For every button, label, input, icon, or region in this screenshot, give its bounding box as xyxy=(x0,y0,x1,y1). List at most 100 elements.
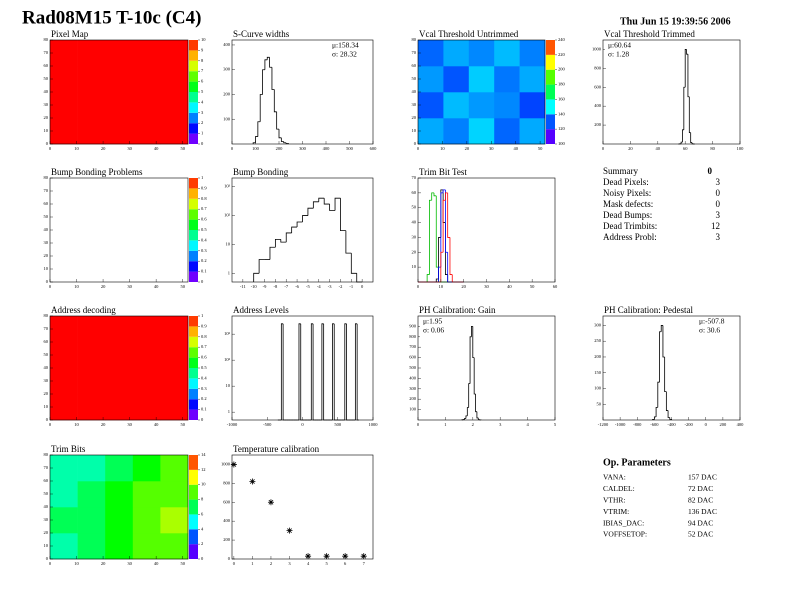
heat-cell xyxy=(160,66,189,93)
histogram-bin xyxy=(269,246,276,260)
x-tick-label: 2 xyxy=(270,561,272,566)
y-tick-label: 10² xyxy=(224,213,231,218)
heat-cell xyxy=(132,533,161,560)
op-value: 82 DAC xyxy=(688,496,713,505)
x-tick-label: 1 xyxy=(444,422,446,427)
heat-cell xyxy=(77,481,106,508)
histogram-bin xyxy=(684,49,687,88)
palette-label: 0.8 xyxy=(201,334,207,339)
y-tick-label: 400 xyxy=(594,103,602,108)
x-tick-label: 10 xyxy=(74,561,79,566)
histogram-bin xyxy=(475,394,477,413)
heat-cell xyxy=(77,455,106,482)
x-tick-label: 50 xyxy=(180,146,185,151)
histogram-bin xyxy=(255,136,258,143)
x-tick-label: -500 xyxy=(263,422,272,427)
y-tick-label: 60 xyxy=(44,339,49,344)
palette-box xyxy=(189,357,198,368)
x-tick-label: 40 xyxy=(507,284,512,289)
panel-title: Bump Bonding Problems xyxy=(51,167,143,177)
x-tick-label: 7 xyxy=(363,561,366,566)
palette-label: 3 xyxy=(201,110,204,115)
x-tick-label: 500 xyxy=(334,422,342,427)
palette-box xyxy=(189,198,198,210)
panel-title: PH Calibration: Pedestal xyxy=(604,305,693,315)
histogram-bin xyxy=(329,204,336,211)
histogram-bin xyxy=(476,411,479,419)
heat-cell xyxy=(50,342,78,369)
heat-cell xyxy=(105,92,134,119)
page-title: Rad08M15 T-10c (C4) xyxy=(22,7,201,28)
palette-label: 10 xyxy=(201,482,206,487)
palette-box xyxy=(189,469,198,485)
y-tick-label: 200 xyxy=(409,396,417,401)
summary-row-label: Mask defects: xyxy=(603,199,653,209)
heat-cell xyxy=(418,92,444,119)
histogram-bin xyxy=(449,237,453,275)
x-tick-label: 10 xyxy=(440,146,445,151)
y-tick-label: 500 xyxy=(409,365,417,370)
op-value: 157 DAC xyxy=(688,473,717,482)
palette-label: 0.5 xyxy=(201,365,207,370)
y-tick-label: 800 xyxy=(223,480,231,485)
histogram-bin xyxy=(273,89,277,113)
palette-label: 4 xyxy=(201,526,204,531)
palette-label: 0 xyxy=(201,417,204,422)
stats-text: μ:-507.8 xyxy=(699,317,725,326)
summary-row-label: Noisy Pixels: xyxy=(603,188,651,198)
palette-label: 0.8 xyxy=(201,196,207,201)
y-tick-label: 300 xyxy=(594,322,602,327)
y-tick-label: 300 xyxy=(409,386,417,391)
heat-cell xyxy=(105,316,134,343)
y-tick-label: 600 xyxy=(223,499,231,504)
star-marker xyxy=(286,527,293,534)
palette-box xyxy=(189,514,198,530)
palette-label: 6 xyxy=(201,511,204,516)
histogram-bin xyxy=(471,326,473,337)
palette-box xyxy=(189,50,198,61)
y-tick-label: 30 xyxy=(44,517,49,522)
stats-text: σ: 0.06 xyxy=(423,326,444,335)
palette-label: 8 xyxy=(201,58,204,63)
x-tick-label: 0 xyxy=(49,561,52,566)
date: Thu Jun 15 19:39:56 2006 xyxy=(620,16,731,27)
y-tick-label: 20 xyxy=(44,253,49,258)
y-tick-label: 200 xyxy=(594,354,602,359)
x-tick-label: 0 xyxy=(301,422,304,427)
y-tick-label: 80 xyxy=(44,175,49,180)
histogram-bin xyxy=(266,56,270,60)
heat-cell xyxy=(160,533,189,560)
y-tick-label: 10 xyxy=(412,128,417,133)
y-tick-label: 60 xyxy=(412,190,417,195)
y-tick-label: 30 xyxy=(44,102,49,107)
panel-title: Vcal Threshold Untrimmed xyxy=(419,29,519,39)
x-tick-label: 1000 xyxy=(369,422,379,427)
palette-label: 10 xyxy=(201,37,206,42)
x-tick-label: 0 xyxy=(417,146,420,151)
heat-cell xyxy=(50,455,78,482)
heat-cell xyxy=(105,342,134,369)
y-tick-label: 60 xyxy=(44,63,49,68)
y-tick-label: 400 xyxy=(223,42,231,47)
heat-cell xyxy=(132,316,161,343)
palette-label: 0 xyxy=(201,141,204,146)
heat-cell xyxy=(443,118,470,145)
histogram-bin xyxy=(686,49,688,55)
x-tick-label: 20 xyxy=(101,422,106,427)
plot-frame xyxy=(602,39,741,145)
histogram-bin xyxy=(252,142,256,144)
panel-title: Trim Bits xyxy=(51,444,86,454)
y-tick-label: 50 xyxy=(44,76,49,81)
y-tick-label: 800 xyxy=(594,65,602,70)
x-tick-label: 3 xyxy=(499,422,502,427)
histogram-bin xyxy=(280,323,284,420)
summary-row-label: Dead Pixels: xyxy=(603,177,649,187)
op-value: 52 DAC xyxy=(688,530,713,539)
histogram-bin xyxy=(307,207,314,216)
palette-label: 0.1 xyxy=(201,269,207,274)
heat-cell xyxy=(494,92,520,119)
heat-cell xyxy=(160,394,189,421)
x-tick-label: 20 xyxy=(101,146,106,151)
x-tick-label: 40 xyxy=(656,146,661,151)
